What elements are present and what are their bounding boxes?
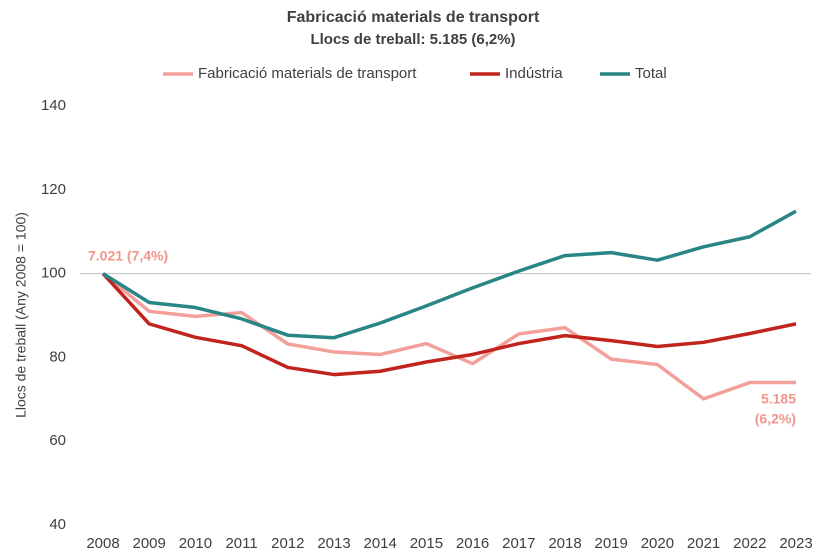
x-tick-label: 2020 — [641, 535, 674, 551]
series-line — [101, 272, 797, 377]
legend-label: Fabricació materials de transport — [198, 65, 417, 82]
series-line — [102, 209, 797, 340]
annotation: 7.021 (7,4%) — [88, 248, 168, 264]
x-tick-label: 2008 — [86, 535, 119, 551]
x-tick-label: 2015 — [410, 535, 443, 551]
x-tick-label: 2012 — [271, 535, 304, 551]
y-axis-label: Llocs de treball (Any 2008 = 100) — [13, 212, 29, 418]
x-tick-label: 2019 — [595, 535, 628, 551]
y-tick-label: 40 — [49, 516, 66, 533]
y-tick-label: 80 — [49, 348, 66, 365]
annotation: (6,2%) — [755, 411, 796, 427]
x-tick-label: 2009 — [133, 535, 166, 551]
y-tick-label: 140 — [41, 97, 66, 114]
legend-label: Total — [635, 65, 667, 82]
x-tick-label: 2018 — [548, 535, 581, 551]
x-tick-label: 2011 — [225, 535, 257, 551]
x-tick-label: 2010 — [179, 535, 212, 551]
x-tick-label: 2017 — [502, 535, 535, 551]
x-tick-label: 2013 — [317, 535, 350, 551]
legend-label: Indústria — [505, 65, 563, 82]
x-tick-label: 2016 — [456, 535, 489, 551]
y-tick-label: 120 — [41, 181, 66, 198]
x-tick-label: 2014 — [364, 535, 397, 551]
x-tick-label: 2021 — [687, 535, 720, 551]
chart-title: Fabricació materials de transport — [287, 9, 540, 26]
x-tick-label: 2022 — [733, 535, 766, 551]
series-line — [101, 272, 796, 401]
y-tick-label: 60 — [49, 432, 66, 449]
y-tick-label: 100 — [41, 265, 66, 282]
annotation: 5.185 — [761, 391, 796, 407]
chart-subtitle: Llocs de treball: 5.185 (6,2%) — [310, 31, 515, 48]
x-tick-label: 2023 — [779, 535, 812, 551]
